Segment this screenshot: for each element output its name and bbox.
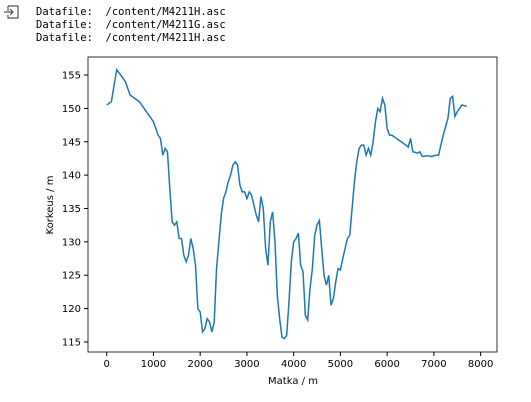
output-icon (4, 5, 19, 19)
x-tick-label: 4000 (281, 359, 306, 370)
x-tick-label: 1000 (141, 359, 166, 370)
y-tick-label: 120 (62, 304, 81, 315)
y-tick-label: 135 (62, 204, 81, 215)
plot-frame (87, 56, 498, 353)
y-tick-label: 140 (62, 171, 81, 182)
x-tick-label: 7000 (421, 359, 446, 370)
y-tick-label: 125 (62, 271, 81, 282)
y-tick-label: 145 (62, 137, 81, 148)
y-tick-label: 150 (62, 104, 81, 115)
x-tick-label: 5000 (328, 359, 353, 370)
output-line: Datafile: /content/M4211H.asc (36, 32, 226, 44)
y-tick-label: 130 (62, 237, 81, 248)
x-tick-label: 3000 (234, 359, 259, 370)
output-line: Datafile: /content/M4211H.asc (36, 6, 226, 18)
x-tick-label: 2000 (187, 359, 212, 370)
x-tick-label: 6000 (374, 359, 399, 370)
y-tick-label: 155 (62, 71, 81, 82)
y-axis-label: Korkeus / m (45, 176, 56, 235)
output-line: Datafile: /content/M4211G.asc (36, 19, 226, 31)
x-axis-label: Matka / m (268, 376, 318, 387)
line (106, 67, 467, 340)
y-tick-label: 115 (62, 337, 81, 348)
x-tick-label: 8000 (468, 359, 493, 370)
x-tick-label: 0 (104, 359, 110, 370)
